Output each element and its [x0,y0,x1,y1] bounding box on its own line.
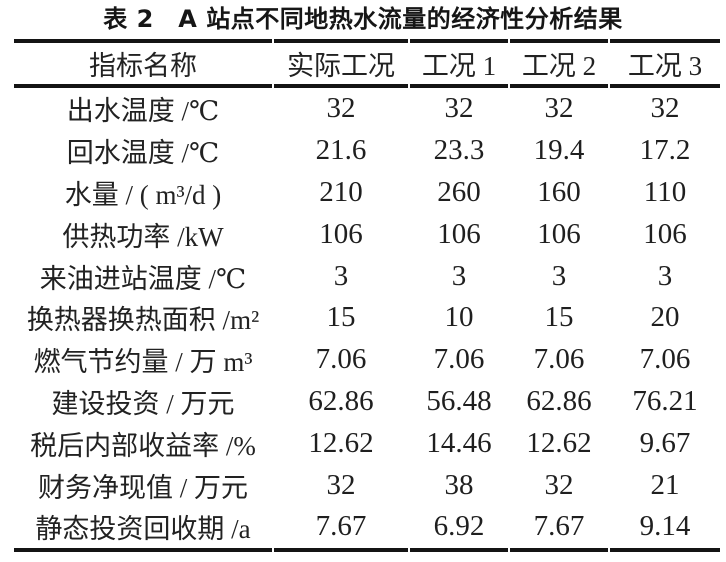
header-condition-1: 工况 1 [410,39,508,88]
cell-value: 32 [650,92,680,125]
cell-value: 7.06 [433,343,485,376]
row-label: 静态投资回收期 /a [14,506,272,552]
table-row-construction-investment: 建设投资 / 万元 62.86 56.48 62.86 76.21 [14,381,720,423]
cell-value: 110 [643,175,687,208]
row-label: 燃气节约量 / 万 m³ [33,347,253,378]
table-row-after-tax-irr: 税后内部收益率 /% 12.62 14.46 12.62 9.67 [14,422,720,464]
cell-value: 20 [650,301,680,334]
row-label: 税后内部收益率 /% [30,430,256,461]
cell-value: 210 [319,175,363,208]
row-label: 出水温度 /℃ [66,96,220,127]
row-label: 建设投资 / 万元 [51,388,235,419]
row-label: 财务净现值 / 万元 [37,472,248,503]
cell-value: 10 [444,301,474,334]
cell-value: 3 [657,259,673,292]
cell-value: 32 [326,92,356,125]
table-caption: 表 2 A 站点不同地热水流量的经济性分析结果 [103,5,623,33]
cell-value: 160 [537,175,581,208]
cell-value: 62.86 [308,384,374,417]
cell-value: 62.86 [526,384,592,417]
cell-value: 14.46 [426,426,492,459]
cell-value: 7.06 [315,343,367,376]
table-row-static-payback-period: 静态投资回收期 /a 7.67 6.92 7.67 9.14 [14,506,720,552]
row-label: 来油进站温度 /℃ [39,263,247,294]
cell-value: 23.3 [433,134,485,167]
cell-value: 19.4 [533,134,585,167]
row-label: 供热功率 /kW [62,221,224,252]
cell-value: 12.62 [526,426,592,459]
header-condition-2: 工况 2 [510,39,608,88]
cell-value: 6.92 [410,506,508,552]
table-body: 出水温度 /℃ 32 32 32 32 回水温度 /℃ 21.6 23.3 19… [14,88,720,552]
header-condition-3: 工况 3 [610,39,720,88]
cell-value: 9.67 [639,426,691,459]
row-label: 换热器换热面积 /m² [26,305,260,336]
cell-value: 21 [650,468,680,501]
cell-value: 12.62 [308,426,374,459]
cell-value: 106 [537,217,581,250]
cell-value: 32 [544,468,574,501]
cell-value: 76.21 [632,384,698,417]
cell-value: 106 [437,217,481,250]
economic-analysis-table: 指标名称 实际工况 工况 1 工况 2 工况 3 出水温度 /℃ 32 32 3… [12,39,722,552]
header-indicator-name: 指标名称 [14,39,272,88]
cell-value: 15 [544,301,574,334]
cell-value: 3 [551,259,567,292]
table-row-heat-exchanger-area: 换热器换热面积 /m² 15 10 15 20 [14,297,720,339]
table-row-gas-savings: 燃气节约量 / 万 m³ 7.06 7.06 7.06 7.06 [14,339,720,381]
cell-value: 32 [326,468,356,501]
cell-value: 7.06 [639,343,691,376]
cell-value: 7.67 [510,506,608,552]
header-row: 指标名称 实际工况 工况 1 工况 2 工况 3 [14,39,720,88]
table-header: 指标名称 实际工况 工况 1 工况 2 工况 3 [14,39,720,88]
cell-value: 3 [333,259,349,292]
cell-value: 106 [643,217,687,250]
table-row-return-water-temp: 回水温度 /℃ 21.6 23.3 19.4 17.2 [14,130,720,172]
cell-value: 106 [319,217,363,250]
table-row-financial-npv: 财务净现值 / 万元 32 38 32 21 [14,464,720,506]
cell-value: 17.2 [639,134,691,167]
row-label: 水量 / ( m³/d ) [64,179,222,210]
cell-value: 56.48 [426,384,492,417]
cell-value: 21.6 [315,134,367,167]
cell-value: 260 [437,175,481,208]
header-actual-condition: 实际工况 [274,39,408,88]
cell-value: 32 [444,92,474,125]
table-row-heating-power: 供热功率 /kW 106 106 106 106 [14,213,720,255]
cell-value: 7.06 [533,343,585,376]
row-label: 回水温度 /℃ [66,138,220,169]
table-row-outlet-water-temp: 出水温度 /℃ 32 32 32 32 [14,88,720,130]
cell-value: 38 [444,468,474,501]
cell-value: 3 [451,259,467,292]
cell-value: 32 [544,92,574,125]
cell-value: 7.67 [274,506,408,552]
table-row-incoming-oil-temp: 来油进站温度 /℃ 3 3 3 3 [14,255,720,297]
cell-value: 9.14 [610,506,720,552]
cell-value: 15 [326,301,356,334]
table-row-water-volume: 水量 / ( m³/d ) 210 260 160 110 [14,172,720,214]
